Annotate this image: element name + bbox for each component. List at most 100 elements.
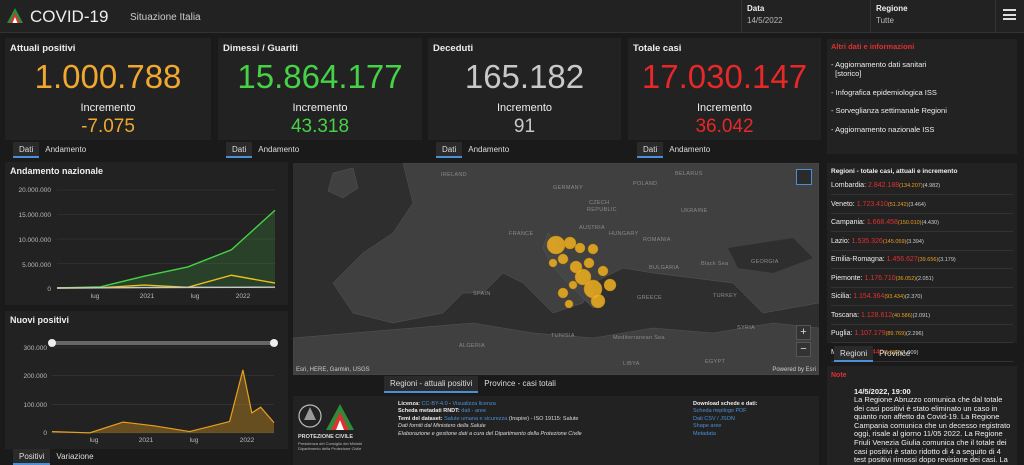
note-heading: Note bbox=[831, 372, 847, 379]
tab-province[interactable]: Province bbox=[879, 349, 911, 358]
kpi-increment-label: Incremento bbox=[292, 102, 348, 114]
dpc-subtitle: Presidenza del Consiglio dei Ministri Di… bbox=[298, 441, 363, 451]
regioni-list-panel: Regioni - totale casi, attuali e increme… bbox=[827, 163, 1017, 362]
line-chart: 20.000.000 15.000.000 10.000.000 5.000.0… bbox=[18, 187, 276, 300]
date-label: Data bbox=[747, 4, 765, 13]
map-powered-by[interactable]: Powered by Esri bbox=[772, 367, 816, 373]
region-bubble[interactable] bbox=[548, 258, 558, 268]
download-link[interactable]: Shape aree bbox=[693, 423, 722, 430]
tab-andamento[interactable]: Andamento bbox=[669, 145, 711, 154]
tab-positivi[interactable]: Positivi bbox=[13, 449, 51, 465]
regione-attuali: (51.242) bbox=[887, 201, 909, 208]
region-bubble[interactable] bbox=[563, 236, 577, 250]
regione-row[interactable]: Emilia-Romagna: 1.456.627(39.656)(3.179) bbox=[831, 251, 1013, 269]
map-view[interactable]: IRELAND GERMANY CZECH REPUBLIC FRANCE AU… bbox=[293, 163, 819, 375]
map-label: SPAIN bbox=[473, 291, 491, 297]
regione-row[interactable]: Puglia: 1.107.179(89.769)(2.296) bbox=[831, 325, 1013, 343]
region-bubble[interactable] bbox=[583, 257, 595, 269]
license-link[interactable]: Visualizza licenza bbox=[452, 401, 496, 407]
region-bubble[interactable] bbox=[574, 242, 586, 254]
tab-andamento[interactable]: Andamento bbox=[45, 145, 87, 154]
themes-link[interactable]: Salute umana e sicurezza bbox=[444, 415, 508, 422]
regione-row[interactable]: Veneto: 1.723.410(51.242)(3.464) bbox=[831, 196, 1013, 214]
region-bubble[interactable] bbox=[568, 280, 578, 290]
info-link[interactable]: - Sorveglianza settimanale Regioni bbox=[831, 106, 947, 115]
regione-row[interactable]: Campania: 1.668.458(150.010)(4.430) bbox=[831, 214, 1013, 232]
regione-total: 1.723.410 bbox=[856, 200, 888, 208]
license-value[interactable]: CC-BY-4.0 bbox=[421, 401, 448, 407]
region-bubble[interactable] bbox=[557, 253, 569, 265]
map-label: BELARUS bbox=[675, 171, 703, 177]
map-attribution: Esri, HERE, Garmin, USGS bbox=[296, 367, 370, 373]
map-label: REPUBLIC bbox=[587, 207, 617, 213]
downloads-heading: Download schede e dati: bbox=[693, 401, 758, 407]
zoom-out-button[interactable]: − bbox=[796, 342, 811, 357]
region-bubble[interactable] bbox=[557, 287, 569, 299]
info-link[interactable]: [storico] bbox=[831, 69, 862, 78]
tab-dati[interactable]: Dati bbox=[13, 142, 40, 158]
map-label: SYRIA bbox=[737, 325, 756, 331]
tab-dati[interactable]: Dati bbox=[436, 142, 463, 158]
footer-license-info: Licenza: CC-BY-4.0 - Visualizza licenza … bbox=[398, 401, 678, 438]
metadata-link[interactable]: dati - aree bbox=[461, 408, 487, 415]
info-link[interactable]: - Aggiornamento dati sanitari bbox=[831, 60, 927, 69]
regione-row[interactable]: Lombardia: 2.842.188(134.207)(4.982) bbox=[831, 177, 1013, 195]
region-selector[interactable]: Regione Tutte bbox=[876, 4, 908, 25]
tab-regioni[interactable]: Regioni bbox=[834, 346, 874, 362]
date-selector[interactable]: Data 14/5/2022 bbox=[747, 4, 783, 25]
download-link[interactable]: Scheda riepilogo PDF bbox=[693, 408, 747, 415]
regione-row[interactable]: Lazio: 1.535.326(145.059)(3.394) bbox=[831, 233, 1013, 251]
chart-title: Andamento nazionale bbox=[10, 166, 104, 176]
download-link[interactable]: Metadata bbox=[693, 430, 716, 437]
range-slider-handle-right[interactable] bbox=[270, 339, 278, 347]
legend-toggle-icon[interactable] bbox=[796, 169, 812, 185]
tab-dati[interactable]: Dati bbox=[226, 142, 253, 158]
region-bubble[interactable] bbox=[590, 293, 606, 309]
regione-row[interactable]: Piemonte: 1.176.710(36.052)(2.051) bbox=[831, 270, 1013, 288]
region-bubble[interactable] bbox=[603, 278, 617, 292]
y-tick: 5.000.000 bbox=[22, 262, 51, 269]
regione-row[interactable]: Toscana: 1.128.612(40.586)(2.091) bbox=[831, 307, 1013, 325]
region-bubble[interactable] bbox=[597, 265, 609, 277]
download-link[interactable]: Dati CSV / JSON bbox=[693, 415, 735, 422]
x-tick: lug bbox=[91, 293, 100, 300]
emblem-icon bbox=[298, 404, 354, 430]
data-source: Dati forniti dal Ministero della Salute bbox=[398, 423, 486, 430]
protezione-civile-logo-icon bbox=[7, 8, 23, 23]
map-label: IRELAND bbox=[441, 172, 467, 178]
tab-province-casi-totali[interactable]: Province - casi totali bbox=[484, 379, 556, 388]
region-bubble[interactable] bbox=[546, 235, 566, 255]
region-value: Tutte bbox=[876, 16, 894, 25]
regione-total: 1.154.364 bbox=[853, 293, 885, 300]
menu-icon[interactable] bbox=[1003, 9, 1016, 20]
regione-row[interactable]: Sicilia: 1.154.364(93.434)(2.370) bbox=[831, 288, 1013, 306]
region-bubble[interactable] bbox=[574, 268, 592, 286]
regioni-list-heading: Regioni - totale casi, attuali e increme… bbox=[831, 168, 958, 175]
kpi-increment-label: Incremento bbox=[80, 102, 136, 114]
info-link[interactable]: - Aggiornamento nazionale ISS bbox=[831, 125, 935, 134]
region-bubble[interactable] bbox=[564, 299, 574, 309]
kpi-increment: -7.075 bbox=[81, 116, 135, 137]
tab-regioni-attuali-positivi[interactable]: Regioni - attuali positivi bbox=[384, 376, 479, 393]
kpi-value: 1.000.788 bbox=[34, 58, 182, 95]
regione-attuali: (145.059) bbox=[882, 238, 907, 245]
x-tick: lug bbox=[90, 437, 99, 444]
kpi-increment-label: Incremento bbox=[696, 102, 753, 114]
app-title: COVID-19 bbox=[30, 7, 109, 26]
license-label: Licenza: bbox=[398, 401, 421, 407]
tab-variazione[interactable]: Variazione bbox=[56, 452, 94, 461]
tab-dati[interactable]: Dati bbox=[637, 142, 664, 158]
regione-attuali: (134.207) bbox=[899, 183, 923, 189]
region-bubble[interactable] bbox=[587, 243, 599, 255]
range-slider-handle-left[interactable] bbox=[48, 339, 56, 347]
kpi-attuali-positivi: Attuali positivi 1.000.788 Incremento -7… bbox=[5, 38, 211, 140]
zoom-in-button[interactable]: + bbox=[796, 325, 811, 340]
map-basemap bbox=[293, 163, 819, 375]
chart-nuovi-positivi: Nuovi positivi 300.000 200.000 100.000 0… bbox=[5, 311, 288, 449]
tab-andamento[interactable]: Andamento bbox=[468, 145, 510, 154]
tab-andamento[interactable]: Andamento bbox=[258, 145, 300, 154]
map-label: AUSTRIA bbox=[579, 225, 605, 231]
x-tick: 2022 bbox=[240, 437, 255, 444]
range-slider-track[interactable] bbox=[51, 341, 275, 345]
info-link[interactable]: - Infografica epidemiologica ISS bbox=[831, 88, 937, 97]
